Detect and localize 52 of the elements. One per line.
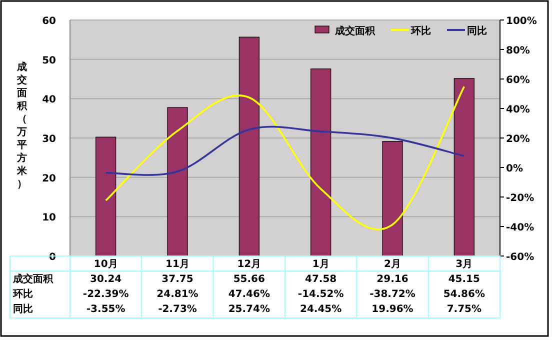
text: 成交面积（万平方米） <box>17 62 27 190</box>
bar <box>310 68 332 256</box>
y2-tick-label: -20% <box>506 193 534 204</box>
y2-tick-label: 60% <box>506 75 530 86</box>
y2-tick-label: 0% <box>506 164 523 174</box>
data-label: 7.75% <box>446 304 482 315</box>
bar <box>238 36 260 256</box>
data-label: -14.52% <box>298 289 344 300</box>
x-tick-label: 1月 <box>312 259 330 270</box>
data-label: 47.46% <box>228 289 270 300</box>
data-label: -22.39% <box>82 289 129 300</box>
x-tick-label: 11月 <box>166 259 190 270</box>
data-label: 45.15 <box>448 274 480 285</box>
y-tick-label: 60 <box>42 16 56 27</box>
legend-label: 环比 <box>410 25 431 37</box>
y2-tick-label: 100% <box>506 16 537 27</box>
text: 同比 <box>13 304 33 315</box>
legend-label: 成交面积 <box>334 25 376 37</box>
x-tick-label: 12月 <box>237 259 262 270</box>
text: 成交面积 <box>13 274 53 285</box>
data-label: -3.55% <box>86 304 126 315</box>
data-label: 29.16 <box>376 274 408 285</box>
y-tick-label: 10 <box>42 212 56 224</box>
y-tick-label: 30 <box>42 134 56 145</box>
data-label: -38.72% <box>370 289 416 300</box>
bar <box>96 136 116 256</box>
x-tick-label: 2月 <box>384 259 401 270</box>
bar <box>454 78 474 256</box>
x-tick-label: 10月 <box>94 259 118 270</box>
data-label: 55.66 <box>233 274 266 285</box>
y2-tick-label: 20% <box>506 134 530 145</box>
data-label: 24.45% <box>300 304 342 315</box>
data-label: 19.96% <box>372 304 414 315</box>
y-tick-label: 50 <box>42 55 56 66</box>
y-tick-label: 40 <box>42 94 56 106</box>
y2-tick-label: -40% <box>506 222 534 234</box>
data-label: 25.74% <box>228 304 270 315</box>
text: 环比 <box>13 289 33 300</box>
data-label: -2.73% <box>158 304 197 315</box>
legend-label: 同比 <box>467 25 487 37</box>
data-label: 37.75 <box>162 274 194 285</box>
data-label: 24.81% <box>156 289 198 300</box>
x-tick-label: 3月 <box>456 259 473 270</box>
data-label: 47.58 <box>305 274 337 285</box>
data-label: 30.24 <box>90 274 122 285</box>
y2-tick-label: 80% <box>506 46 530 56</box>
bar <box>382 141 403 256</box>
data-label: 54.86% <box>443 289 485 300</box>
y-tick-label: 20 <box>42 173 56 184</box>
bar <box>167 107 188 256</box>
y2-tick-label: -60% <box>506 252 534 263</box>
y2-tick-label: 40% <box>506 104 530 116</box>
